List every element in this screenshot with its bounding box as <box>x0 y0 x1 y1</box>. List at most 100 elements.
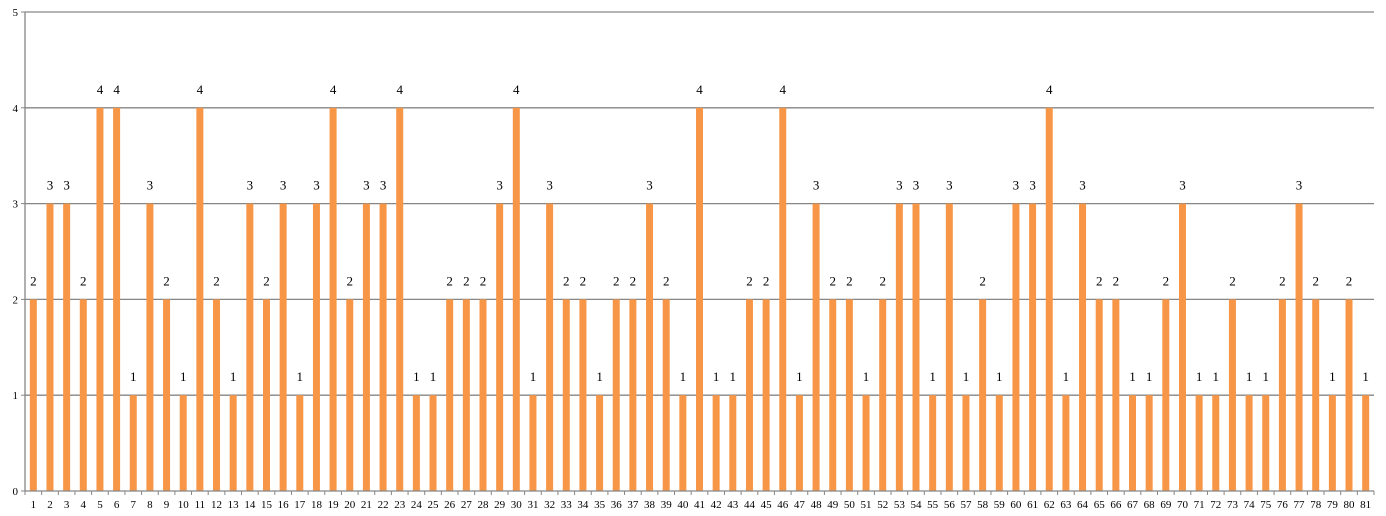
x-tick-label: 79 <box>1327 499 1339 511</box>
bar <box>629 299 637 491</box>
bar <box>362 203 370 491</box>
bar <box>1312 299 1320 491</box>
data-label: 3 <box>946 178 953 193</box>
bar <box>296 395 304 491</box>
x-tick-label: 14 <box>244 499 256 511</box>
bar <box>745 299 753 491</box>
data-label: 3 <box>546 178 553 193</box>
data-label: 3 <box>247 178 254 193</box>
bar <box>862 395 870 491</box>
bar <box>895 203 903 491</box>
bar <box>1162 299 1170 491</box>
data-label: 3 <box>913 178 920 193</box>
bar <box>129 395 137 491</box>
bar <box>1095 299 1103 491</box>
x-tick-label: 24 <box>411 499 423 511</box>
bar <box>379 203 387 491</box>
x-tick-label: 29 <box>494 499 506 511</box>
x-tick-label: 80 <box>1344 499 1356 511</box>
bar <box>812 203 820 491</box>
data-label: 1 <box>180 369 187 384</box>
data-label: 1 <box>297 369 304 384</box>
bar <box>612 299 620 491</box>
data-label: 4 <box>97 82 104 97</box>
x-tick-label: 53 <box>894 499 906 511</box>
bar <box>1362 395 1370 491</box>
bar <box>646 203 654 491</box>
data-label: 2 <box>1096 273 1103 288</box>
data-label: 1 <box>413 369 420 384</box>
bar <box>529 395 537 491</box>
bar <box>1195 395 1203 491</box>
bar <box>329 107 337 492</box>
bar <box>1212 395 1220 491</box>
y-tick-label: 2 <box>13 294 19 306</box>
bar <box>795 395 803 491</box>
data-label: 2 <box>1279 273 1286 288</box>
x-tick-label: 76 <box>1277 499 1289 511</box>
x-tick-label: 5 <box>97 499 103 511</box>
bar <box>496 203 504 491</box>
bar <box>246 203 254 491</box>
bar <box>779 107 787 492</box>
x-tick-label: 31 <box>527 499 538 511</box>
data-label: 3 <box>1296 178 1303 193</box>
x-tick-label: 28 <box>477 499 489 511</box>
data-label: 2 <box>979 273 986 288</box>
x-tick-label: 67 <box>1127 499 1139 511</box>
x-tick-label: 37 <box>627 499 639 511</box>
x-tick-label: 71 <box>1194 499 1205 511</box>
x-tick-label: 73 <box>1227 499 1239 511</box>
x-tick-label: 26 <box>444 499 456 511</box>
bar <box>1079 203 1087 491</box>
data-label: 3 <box>147 178 154 193</box>
bar <box>312 203 320 491</box>
data-label: 3 <box>280 178 287 193</box>
data-label: 2 <box>80 273 87 288</box>
data-label: 1 <box>963 369 970 384</box>
x-tick-label: 25 <box>428 499 440 511</box>
x-tick-label: 35 <box>594 499 606 511</box>
bar <box>712 395 720 491</box>
data-label: 2 <box>213 273 220 288</box>
x-tick-label: 23 <box>394 499 406 511</box>
data-label: 1 <box>1362 369 1369 384</box>
x-tick-label: 61 <box>1027 499 1038 511</box>
data-label: 4 <box>780 82 787 97</box>
data-label: 3 <box>380 178 387 193</box>
x-tick-label: 46 <box>777 499 789 511</box>
data-label: 3 <box>646 178 653 193</box>
x-tick-label: 47 <box>794 499 806 511</box>
data-label: 1 <box>1196 369 1203 384</box>
x-tick-label: 66 <box>1110 499 1122 511</box>
x-tick-label: 6 <box>114 499 120 511</box>
bar <box>196 107 204 492</box>
x-tick-label: 22 <box>378 499 389 511</box>
bar <box>279 203 287 491</box>
bar <box>163 299 171 491</box>
bar <box>146 203 154 491</box>
y-tick-label: 5 <box>13 7 19 19</box>
x-tick-label: 30 <box>511 499 523 511</box>
bar <box>995 395 1003 491</box>
data-label: 1 <box>430 369 437 384</box>
bar <box>113 107 121 492</box>
x-tick-label: 39 <box>661 499 673 511</box>
data-label: 2 <box>1312 273 1319 288</box>
bar <box>945 203 953 491</box>
data-label: 3 <box>1029 178 1036 193</box>
data-label: 3 <box>1079 178 1086 193</box>
bar <box>79 299 87 491</box>
x-tick-label: 64 <box>1077 499 1089 511</box>
data-label: 2 <box>480 273 487 288</box>
data-label: 2 <box>613 273 620 288</box>
data-label: 2 <box>1163 273 1170 288</box>
data-label: 2 <box>1229 273 1236 288</box>
data-label: 2 <box>463 273 470 288</box>
x-tick-label: 60 <box>1010 499 1022 511</box>
x-tick-label: 1 <box>31 499 37 511</box>
data-label: 1 <box>596 369 603 384</box>
data-label: 4 <box>1046 82 1053 97</box>
x-tick-label: 44 <box>744 499 756 511</box>
